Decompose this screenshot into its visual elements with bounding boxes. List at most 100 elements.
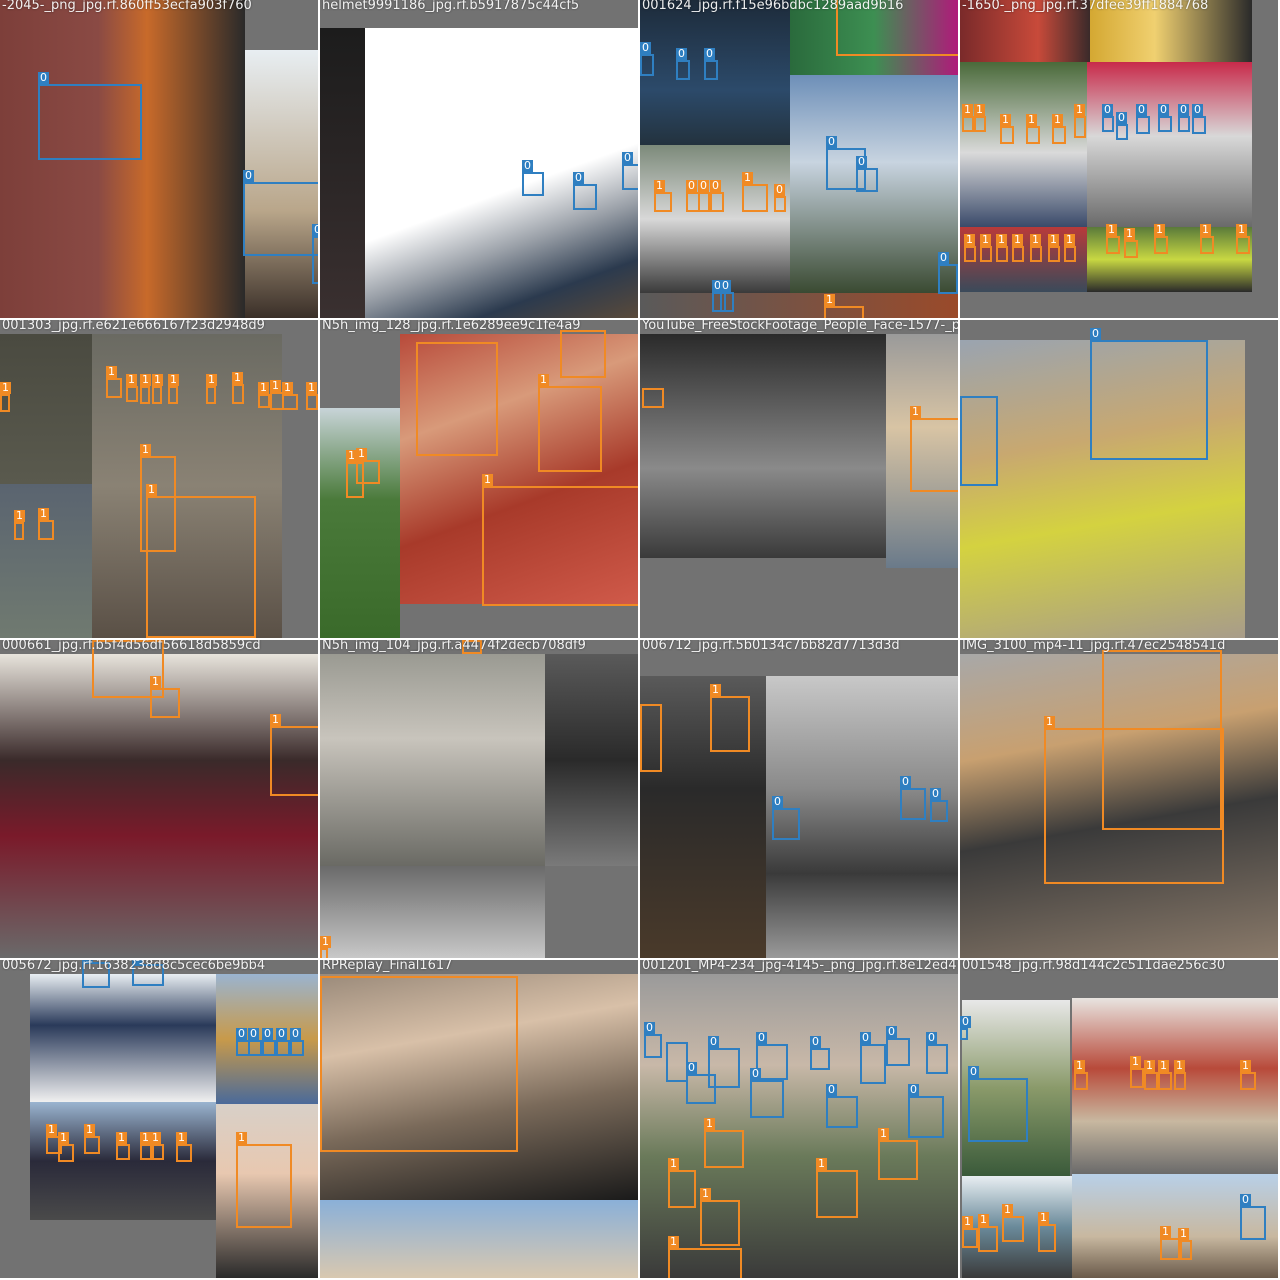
bbox-class-label: 0 (1136, 103, 1147, 116)
bbox-head: 1 (320, 936, 331, 958)
bbox-head: 1 (910, 406, 958, 492)
bbox-head: 1 (1178, 1228, 1192, 1260)
bbox-class-label: 0 (573, 171, 584, 184)
bbox-helmet: 0 (908, 1084, 944, 1138)
bbox-class-label: 0 (262, 1027, 273, 1040)
bbox-head: 1 (1026, 114, 1040, 144)
photo (320, 866, 545, 958)
bbox-class-label: 1 (1130, 1055, 1141, 1068)
image-tile: 0 (960, 320, 1278, 638)
bbox-class-label: 0 (968, 1065, 979, 1078)
bbox-class-label: 0 (712, 279, 723, 292)
bbox-class-label: 1 (654, 179, 665, 192)
photo (320, 28, 368, 318)
bbox-class-label: 0 (640, 41, 651, 54)
bbox-helmet: 0 (938, 252, 958, 294)
bbox-class-label: 1 (320, 935, 331, 948)
photo (790, 75, 958, 293)
bbox-class-label: 1 (1048, 233, 1059, 246)
bbox-head: 1 (1106, 224, 1120, 254)
image-tile: 006712_jpg.rf.5b0134c7bb82d7713d3d 1 0 0 0 (640, 640, 958, 958)
bbox-head: 1 (462, 640, 482, 654)
photo (640, 293, 958, 318)
photo (962, 1000, 1070, 1176)
bbox-head: 1 (140, 374, 151, 404)
image-filename: 001548_jpg.rf.98d144c2c511dae256c30 (962, 960, 1226, 973)
bbox-class-label: 1 (116, 1131, 127, 1144)
bbox-head: 0 (698, 180, 710, 212)
bbox-head: 1 (126, 374, 138, 402)
image-tile: 001201_MP4-234_jpg-4145-_png_jpg.rf.8e12… (640, 960, 958, 1278)
bbox-class-label: 0 (522, 159, 533, 172)
bbox-class-label: 1 (816, 1157, 827, 1170)
bbox-head: 1 (140, 444, 176, 552)
bbox-class-label: 0 (686, 1061, 697, 1074)
bbox-class-label: 0 (708, 1035, 719, 1048)
bbox-head: 1 (140, 1132, 154, 1160)
image-tile: IMG_3100_mp4-11_jpg.rf.47ec2548541d 1 (960, 640, 1278, 958)
bbox-class-label: 0 (886, 1025, 897, 1038)
bbox-class-label: 0 (243, 169, 254, 182)
bbox-head: 1 (150, 1132, 164, 1160)
bbox-class-label: 1 (150, 1131, 161, 1144)
photo (92, 334, 282, 638)
bbox-helmet: 0 (756, 1032, 788, 1080)
image-tile: 001303_jpg.rf.e621e666167f23d2948d9 1 1 1 1 1… (0, 320, 318, 638)
bbox-class-label: 1 (1012, 233, 1023, 246)
bbox-class-label: 0 (860, 1031, 871, 1044)
bbox-head: 1 (704, 1118, 744, 1168)
bbox-helmet (960, 396, 998, 486)
photo (320, 654, 545, 866)
bbox-class-label: 1 (140, 443, 151, 456)
bbox-helmet: 0 (82, 960, 110, 988)
bbox-class-label: 0 (622, 151, 633, 164)
bbox-class-label: 1 (700, 1187, 711, 1200)
photo (640, 334, 886, 558)
bbox-class-label: 1 (1144, 1059, 1155, 1072)
bbox-class-label: 1 (1154, 223, 1165, 236)
bbox-helmet: 0 (290, 1028, 304, 1056)
bbox-head: 1 (1030, 234, 1042, 262)
bbox-class-label: 0 (938, 251, 949, 264)
bbox-class-label: 0 (236, 1027, 247, 1040)
photo (30, 974, 216, 1102)
bbox-class-label: 1 (0, 381, 11, 394)
bbox-class-label: 1 (270, 713, 281, 726)
image-tile: helmet9991186_jpg.rf.b5917875c44cf5 0 0 0 (320, 0, 638, 318)
bbox-head: 1 (1158, 1060, 1172, 1090)
bbox-class-label: 0 (1240, 1193, 1251, 1206)
bbox-class-label: 1 (1064, 233, 1075, 246)
bbox-class-label: 1 (482, 473, 493, 486)
bbox-class-label: 1 (978, 1213, 989, 1226)
bbox-head: 1 (0, 382, 11, 412)
bbox-helmet: 0 (312, 224, 318, 284)
bbox-class-label: 1 (1240, 1059, 1251, 1072)
bbox-class-label: 1 (1026, 113, 1037, 126)
bbox-class-label: 1 (1074, 1059, 1085, 1072)
bbox-head (416, 342, 498, 456)
bbox-class-label: 1 (126, 373, 137, 386)
bbox-class-label: 0 (1090, 327, 1101, 340)
bbox-head: 1 (150, 676, 180, 718)
bbox-class-label: 0 (248, 1027, 259, 1040)
bbox-class-label: 1 (306, 381, 317, 394)
bbox-head: 1 (700, 1188, 740, 1246)
image-filename: N5h_img_128_jpg.rf.1e6289ee9c1fe4a9 (322, 320, 581, 333)
image-filename: 005672_jpg.rf.1638238d8c5cec6be9bb4 (2, 960, 266, 973)
bbox-class-label: 0 (826, 135, 837, 148)
photo (320, 408, 400, 638)
bbox-class-label: 0 (774, 183, 785, 196)
bbox-helmet: 0 (704, 48, 718, 80)
bbox-class-label: 1 (1044, 715, 1055, 728)
bbox-class-label: 1 (270, 379, 281, 392)
bbox-head: 1 (1074, 104, 1086, 138)
bbox-helmet: 0 (772, 796, 800, 840)
bbox-class-label: 0 (900, 775, 911, 788)
bbox-head: 1 (1154, 224, 1168, 254)
bbox-helmet: 0 (708, 1036, 740, 1088)
bbox-class-label: 1 (1002, 1203, 1013, 1216)
bbox-class-label: 1 (346, 449, 357, 462)
bbox-head: 1 (962, 1216, 978, 1248)
bbox-helmet: 0 (686, 1062, 716, 1104)
bbox-helmet: 0 (810, 1036, 830, 1070)
